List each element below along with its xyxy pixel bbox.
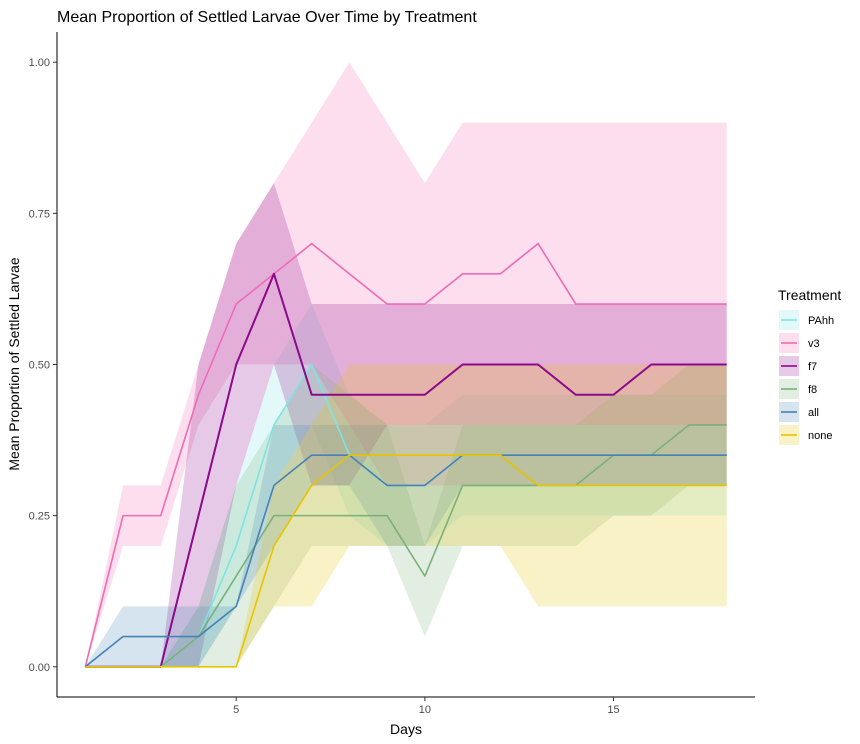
legend-item-pahh: PAhh <box>779 310 834 330</box>
legend-label: PAhh <box>808 315 834 327</box>
x-tick-label: 5 <box>233 704 239 716</box>
series-line-v3 <box>84 242 727 667</box>
y-tick-label: 0.50 <box>29 360 50 372</box>
ribbons-layer <box>85 62 727 667</box>
series-line-f7 <box>85 272 727 668</box>
legend-item-v3: v3 <box>779 333 820 353</box>
y-ticks: 0.00 0.25 0.50 0.75 1.00 <box>29 57 57 674</box>
legend: Treatment PAhh v3 f7 f8 all none <box>778 287 841 445</box>
legend-title: Treatment <box>778 287 841 303</box>
chart-title: Mean Proportion of Settled Larvae Over T… <box>57 9 477 26</box>
legend-item-f7: f7 <box>779 356 817 376</box>
legend-label: none <box>808 430 832 442</box>
x-tick-label: 10 <box>419 704 431 716</box>
x-ticks: 5 10 15 <box>233 697 620 716</box>
legend-label: f7 <box>808 361 817 373</box>
legend-label: f8 <box>808 384 817 396</box>
x-axis-title: Days <box>390 721 422 737</box>
legend-label: v3 <box>808 338 820 350</box>
lines-layer <box>84 242 727 668</box>
series-line-none <box>85 454 727 668</box>
ribbon-f8 <box>85 364 727 667</box>
legend-item-none: none <box>779 425 832 445</box>
ribbon-v3 <box>85 62 727 667</box>
series-line-all <box>84 454 727 668</box>
y-tick-label: 1.00 <box>29 57 50 69</box>
legend-label: all <box>808 407 819 419</box>
x-tick-label: 15 <box>607 704 619 716</box>
y-tick-label: 0.75 <box>29 208 50 220</box>
ribbon-f7 <box>85 183 727 667</box>
y-axis-title: Mean Proportion of Settled Larvae <box>6 257 22 470</box>
y-tick-label: 0.00 <box>29 662 50 674</box>
ribbon-none <box>85 364 727 667</box>
legend-item-f8: f8 <box>779 379 817 399</box>
legend-item-all: all <box>779 402 819 422</box>
y-tick-label: 0.25 <box>29 511 50 523</box>
